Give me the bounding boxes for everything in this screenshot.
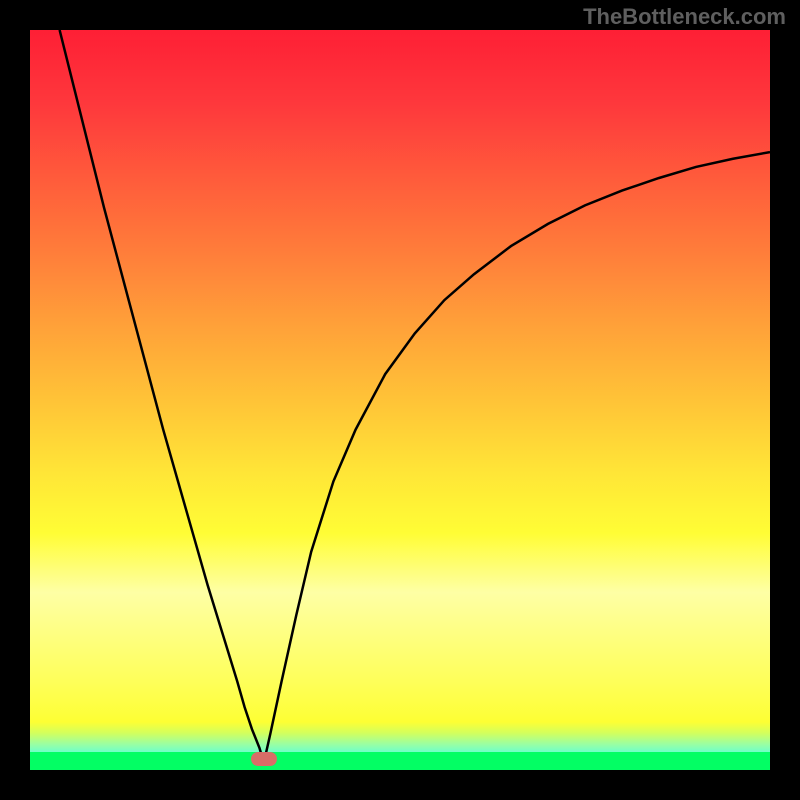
- watermark-text: TheBottleneck.com: [583, 4, 786, 30]
- curve-right-branch: [264, 152, 770, 763]
- chart-container: TheBottleneck.com: [0, 0, 800, 800]
- curve-left-branch: [60, 30, 264, 763]
- minimum-marker: [251, 752, 277, 766]
- plot-area: [30, 30, 770, 770]
- bottleneck-curve: [30, 30, 770, 770]
